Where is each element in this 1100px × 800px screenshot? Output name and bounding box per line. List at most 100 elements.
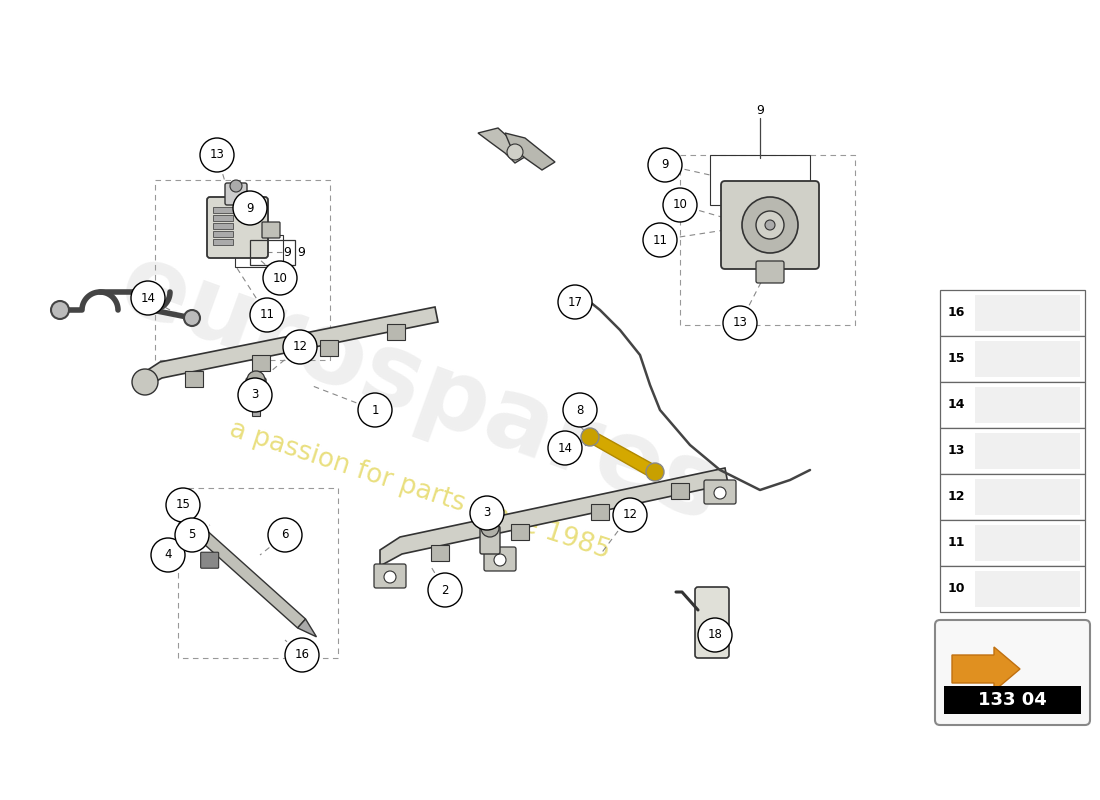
- Text: 14: 14: [558, 442, 572, 454]
- Circle shape: [384, 571, 396, 583]
- Bar: [975, 341, 1080, 377]
- Circle shape: [764, 220, 776, 230]
- Circle shape: [470, 496, 504, 530]
- Polygon shape: [505, 133, 556, 170]
- FancyBboxPatch shape: [185, 371, 202, 387]
- Text: 9: 9: [283, 246, 290, 258]
- Circle shape: [283, 330, 317, 364]
- Circle shape: [723, 306, 757, 340]
- Bar: [252, 402, 260, 416]
- Text: 16: 16: [947, 306, 965, 319]
- Text: 12: 12: [293, 341, 308, 354]
- Circle shape: [481, 519, 499, 537]
- Circle shape: [507, 144, 522, 160]
- Text: 2: 2: [441, 583, 449, 597]
- Text: 11: 11: [652, 234, 668, 246]
- FancyBboxPatch shape: [252, 355, 271, 371]
- Circle shape: [263, 261, 297, 295]
- FancyBboxPatch shape: [246, 378, 266, 406]
- FancyBboxPatch shape: [756, 261, 784, 283]
- FancyBboxPatch shape: [480, 526, 501, 554]
- FancyBboxPatch shape: [512, 524, 529, 540]
- Bar: [975, 479, 1080, 515]
- Circle shape: [166, 488, 200, 522]
- Circle shape: [581, 428, 600, 446]
- Bar: [213, 215, 233, 221]
- FancyBboxPatch shape: [720, 181, 820, 269]
- Polygon shape: [140, 307, 438, 390]
- Text: 3: 3: [251, 389, 258, 402]
- Text: a passion for parts since 1985: a passion for parts since 1985: [227, 416, 614, 564]
- Bar: [975, 525, 1080, 561]
- FancyBboxPatch shape: [704, 480, 736, 504]
- Text: 16: 16: [295, 649, 309, 662]
- Circle shape: [230, 180, 242, 192]
- Circle shape: [51, 301, 69, 319]
- Bar: [940, 566, 1085, 612]
- Circle shape: [756, 211, 784, 239]
- Bar: [250, 240, 295, 265]
- Polygon shape: [298, 619, 317, 637]
- FancyBboxPatch shape: [695, 587, 729, 658]
- Text: 12: 12: [947, 490, 965, 503]
- Bar: [975, 295, 1080, 331]
- Circle shape: [248, 371, 265, 389]
- Circle shape: [200, 138, 234, 172]
- Circle shape: [285, 638, 319, 672]
- Circle shape: [663, 188, 697, 222]
- Text: 13: 13: [947, 445, 965, 458]
- Polygon shape: [952, 647, 1020, 691]
- Text: 11: 11: [260, 309, 275, 322]
- Polygon shape: [478, 128, 528, 163]
- FancyBboxPatch shape: [200, 552, 219, 568]
- FancyBboxPatch shape: [431, 545, 449, 561]
- Circle shape: [548, 431, 582, 465]
- Circle shape: [131, 281, 165, 315]
- Circle shape: [644, 223, 676, 257]
- Circle shape: [698, 618, 732, 652]
- Circle shape: [175, 518, 209, 552]
- FancyBboxPatch shape: [226, 183, 248, 205]
- Text: 14: 14: [947, 398, 965, 411]
- Circle shape: [358, 393, 392, 427]
- Text: 11: 11: [947, 537, 965, 550]
- Text: 10: 10: [672, 198, 688, 211]
- Bar: [213, 223, 233, 229]
- Circle shape: [184, 310, 200, 326]
- Polygon shape: [170, 506, 306, 628]
- FancyBboxPatch shape: [935, 620, 1090, 725]
- Text: 13: 13: [733, 317, 747, 330]
- Circle shape: [648, 148, 682, 182]
- Polygon shape: [379, 468, 728, 566]
- Bar: [940, 520, 1085, 566]
- Text: eurospares: eurospares: [107, 236, 734, 544]
- Text: 5: 5: [188, 529, 196, 542]
- Circle shape: [613, 498, 647, 532]
- Bar: [940, 428, 1085, 474]
- Circle shape: [250, 298, 284, 332]
- FancyBboxPatch shape: [262, 222, 280, 238]
- Text: 8: 8: [576, 403, 584, 417]
- Circle shape: [494, 554, 506, 566]
- Bar: [975, 571, 1080, 607]
- Text: 12: 12: [623, 509, 638, 522]
- Circle shape: [563, 393, 597, 427]
- Text: 9: 9: [297, 246, 305, 258]
- Circle shape: [558, 285, 592, 319]
- Circle shape: [714, 487, 726, 499]
- Text: 3: 3: [483, 506, 491, 519]
- Text: 14: 14: [141, 291, 155, 305]
- FancyBboxPatch shape: [320, 340, 338, 356]
- Circle shape: [428, 573, 462, 607]
- FancyBboxPatch shape: [374, 564, 406, 588]
- Text: 4: 4: [164, 549, 172, 562]
- Text: 9: 9: [756, 103, 763, 117]
- Bar: [944, 686, 1081, 714]
- Text: 15: 15: [176, 498, 190, 511]
- Bar: [213, 231, 233, 237]
- Bar: [940, 382, 1085, 428]
- Text: 133 04: 133 04: [978, 691, 1047, 709]
- Polygon shape: [585, 432, 660, 477]
- Circle shape: [132, 369, 158, 395]
- Bar: [213, 239, 233, 245]
